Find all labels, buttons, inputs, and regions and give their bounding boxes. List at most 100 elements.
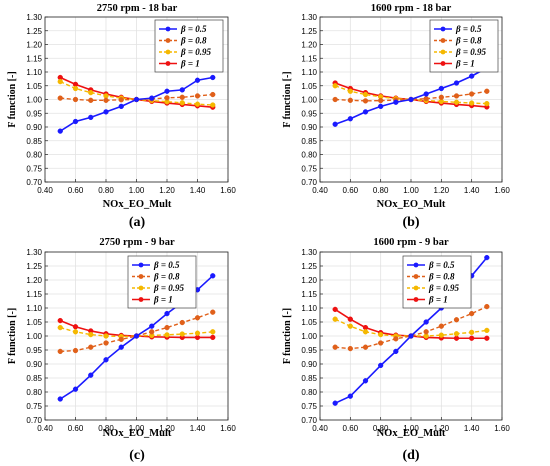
data-point	[453, 331, 460, 337]
y-tick-label: 0.80	[301, 151, 317, 160]
y-tick-label: 0.85	[301, 374, 317, 383]
data-point	[332, 344, 338, 350]
y-tick-label: 0.90	[301, 123, 317, 132]
data-point	[179, 100, 185, 106]
y-tick-label: 0.70	[301, 416, 317, 425]
data-point	[438, 94, 444, 100]
data-point	[118, 344, 124, 350]
x-tick-label: 0.60	[68, 424, 84, 433]
data-point	[332, 400, 338, 406]
legend-label: β = 0.95	[455, 47, 486, 57]
data-point	[393, 99, 399, 105]
x-tick-label: 0.40	[312, 424, 328, 433]
data-point	[133, 333, 140, 339]
chart-title: 2750 rpm - 18 bar	[97, 3, 178, 14]
data-point	[362, 329, 369, 335]
data-point	[103, 109, 109, 115]
x-axis-label: NOx_EO_Mult	[103, 428, 172, 439]
data-point	[423, 96, 429, 102]
y-tick-label: 1.25	[26, 262, 42, 271]
data-point	[118, 103, 124, 110]
data-point	[347, 323, 353, 329]
panel-label: (a)	[129, 215, 146, 230]
y-tick-label: 1.15	[26, 54, 42, 63]
x-tick-label: 0.60	[68, 186, 84, 195]
data-point	[164, 88, 170, 94]
data-point	[179, 319, 185, 326]
data-point	[164, 95, 170, 101]
data-point	[347, 345, 353, 352]
y-tick-label: 0.95	[301, 346, 317, 355]
x-tick-label: 1.60	[494, 424, 510, 433]
y-tick-label: 0.70	[26, 178, 42, 187]
data-point	[88, 344, 94, 350]
data-point	[469, 91, 475, 97]
y-tick-label: 0.75	[301, 164, 317, 173]
y-tick-label: 0.75	[301, 402, 317, 411]
data-point	[332, 316, 338, 322]
x-tick-label: 1.00	[403, 424, 419, 433]
data-point	[72, 96, 79, 103]
legend-label: β = 0.5	[428, 260, 455, 270]
y-tick-label: 1.20	[301, 276, 317, 285]
data-point	[362, 98, 369, 104]
data-point	[332, 96, 338, 103]
legend-swatch-marker	[413, 262, 419, 268]
data-point	[469, 100, 475, 106]
y-tick-label: 1.00	[26, 96, 42, 105]
data-point	[103, 97, 109, 103]
data-point	[133, 96, 140, 103]
y-tick-label: 0.75	[26, 164, 42, 173]
y-tick-label: 1.30	[26, 13, 42, 22]
data-point	[72, 386, 79, 392]
data-point	[194, 93, 201, 99]
legend-label: β = 0.5	[180, 24, 207, 34]
data-point	[484, 88, 490, 94]
data-point	[194, 315, 201, 321]
legend-label: β = 0.8	[153, 272, 180, 282]
data-point	[210, 329, 216, 335]
y-tick-label: 1.30	[301, 248, 317, 257]
data-point	[164, 324, 170, 331]
data-point	[453, 317, 460, 323]
data-point	[57, 348, 63, 355]
y-tick-label: 0.90	[26, 360, 42, 369]
data-point	[453, 93, 460, 99]
x-tick-label: 0.60	[343, 424, 359, 433]
legend-label: β = 1	[180, 59, 200, 69]
y-tick-label: 0.90	[26, 123, 42, 132]
data-point	[378, 340, 384, 346]
y-tick-label: 1.10	[301, 304, 317, 313]
legend-swatch-marker	[413, 297, 419, 302]
legend-swatch-marker	[165, 38, 171, 43]
data-point	[57, 78, 63, 85]
x-tick-label: 0.60	[343, 186, 359, 195]
data-point	[362, 344, 369, 350]
x-tick-label: 1.60	[220, 186, 236, 195]
data-point	[103, 93, 109, 99]
x-tick-label: 1.00	[403, 186, 419, 195]
data-point	[57, 128, 63, 134]
x-tick-label: 0.40	[37, 186, 53, 195]
series-line-3	[60, 326, 213, 338]
legend-label: β = 0.8	[455, 36, 482, 46]
legend-swatch-marker	[138, 297, 144, 302]
data-point	[210, 309, 216, 315]
data-point	[72, 118, 79, 125]
data-point	[453, 99, 460, 105]
y-tick-label: 0.95	[301, 109, 317, 118]
data-point	[210, 74, 216, 81]
x-tick-label: 0.80	[373, 424, 389, 433]
data-point	[88, 372, 94, 378]
y-tick-label: 0.95	[26, 346, 42, 355]
data-point	[57, 396, 63, 402]
y-tick-label: 1.05	[26, 82, 42, 91]
data-point	[164, 332, 170, 338]
data-point	[484, 327, 490, 334]
x-tick-label: 0.80	[373, 186, 389, 195]
legend-label: β = 1	[153, 295, 173, 305]
data-point	[453, 80, 460, 86]
chart-title: 2750 rpm - 9 bar	[99, 237, 175, 248]
data-point	[103, 340, 109, 346]
y-axis-label: F function [-]	[7, 71, 18, 127]
